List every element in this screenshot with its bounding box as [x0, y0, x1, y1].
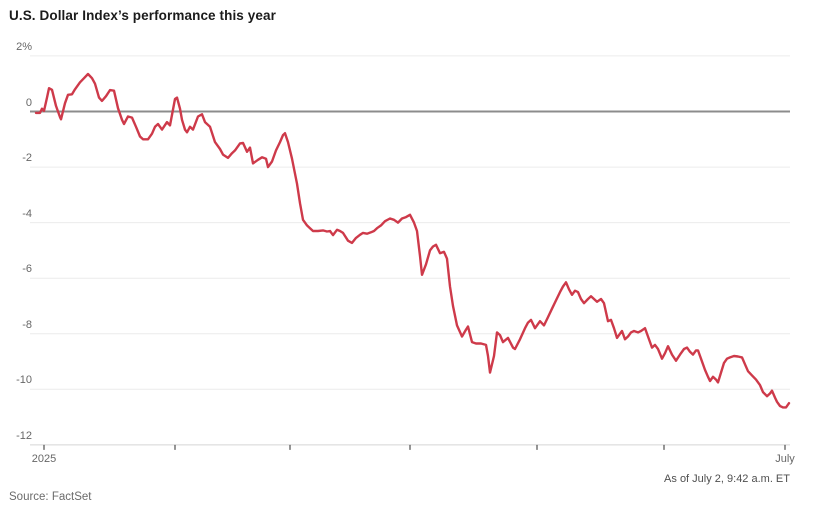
y-axis-label: -4	[22, 207, 32, 220]
y-axis-label: -8	[22, 318, 32, 331]
dollar-index-line	[34, 72, 791, 409]
chart-title: U.S. Dollar Index’s performance this yea…	[9, 8, 276, 23]
y-axis-label: -12	[16, 429, 32, 442]
y-axis-label: -6	[22, 263, 32, 276]
x-axis-label: 2025	[31, 453, 57, 465]
y-axis-label: -2	[22, 152, 32, 165]
y-axis-label: 0	[25, 96, 32, 109]
source-attribution: Source: FactSet	[9, 491, 92, 503]
y-axis-label: -10	[16, 374, 32, 387]
as-of-timestamp: As of July 2, 9:42 a.m. ET	[664, 473, 790, 485]
y-axis-label: 2%	[16, 40, 32, 53]
x-axis-label: July	[775, 453, 795, 465]
